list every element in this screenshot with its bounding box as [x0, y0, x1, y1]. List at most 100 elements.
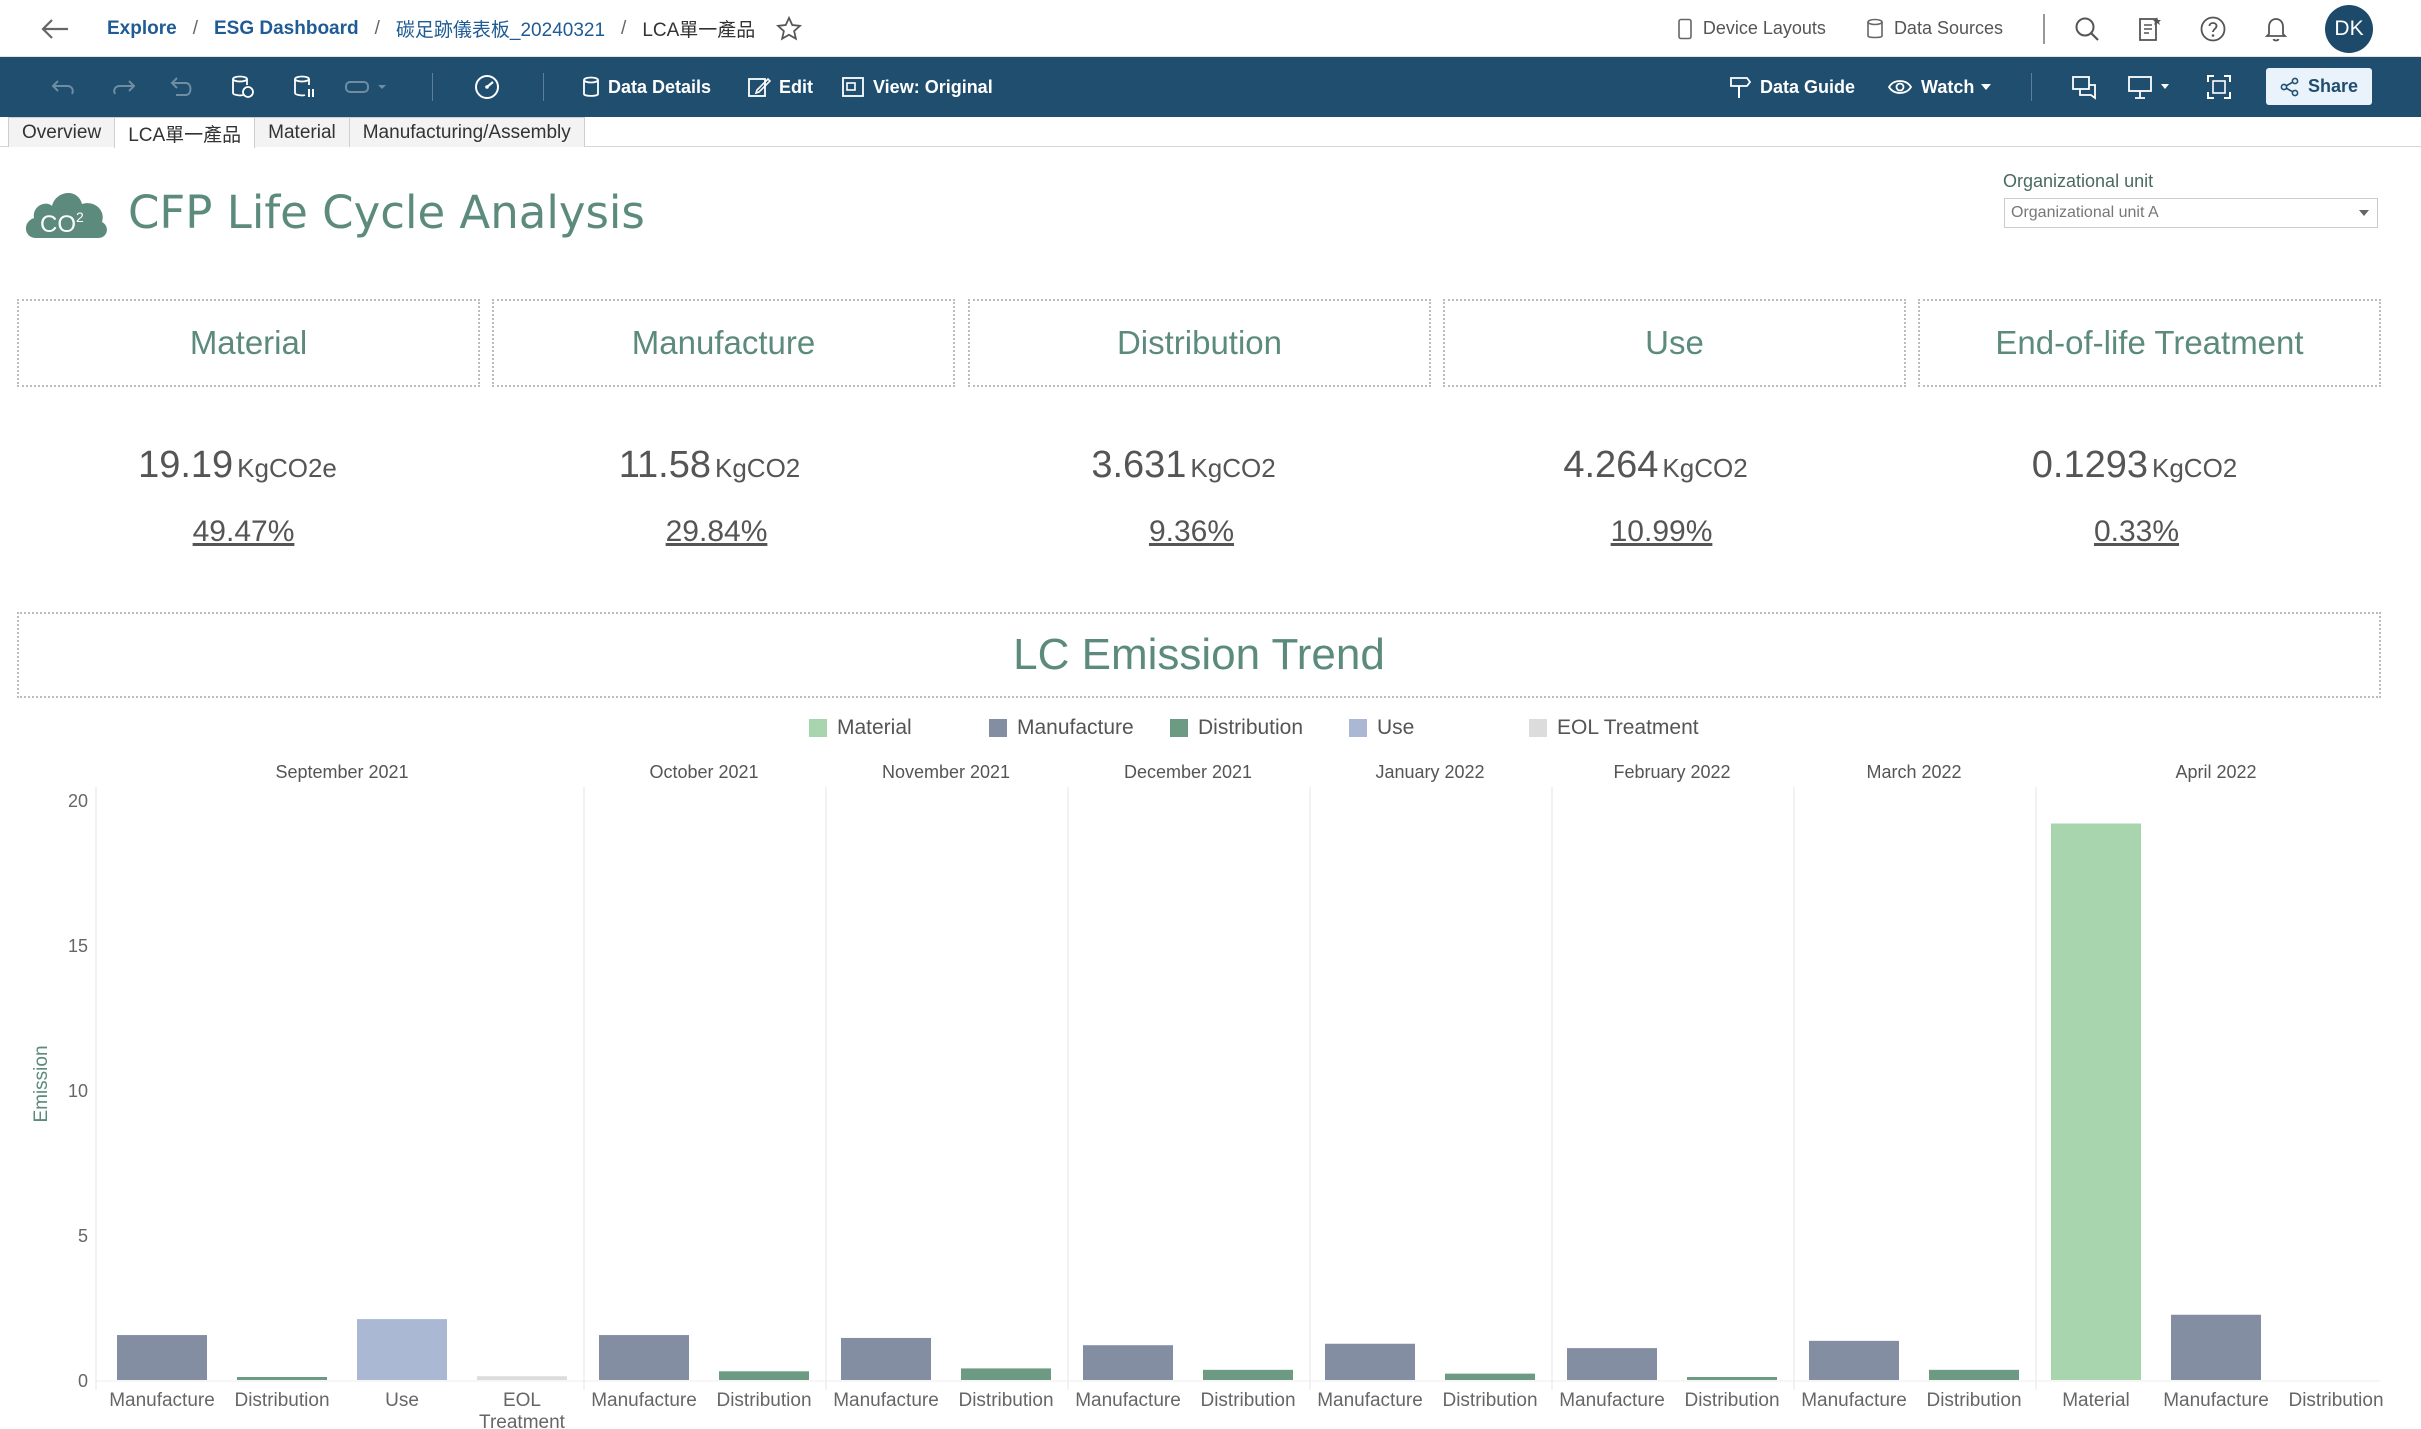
percent-manufacture[interactable]: 29.84% — [665, 515, 768, 548]
stage-header-material: Material — [17, 299, 480, 387]
database-icon — [1867, 18, 1883, 38]
comments-icon[interactable] — [2071, 57, 2107, 117]
breadcrumb-explore[interactable]: Explore — [107, 17, 177, 39]
breadcrumb-separator: / — [621, 17, 627, 39]
view-original-button[interactable]: View: Original — [841, 57, 993, 117]
percent-eol-treatment[interactable]: 0.33% — [2093, 515, 2180, 548]
bar-manufacture — [2171, 1314, 2261, 1380]
recents-list-icon[interactable] — [2137, 15, 2163, 43]
breadcrumb-workbook[interactable]: 碳足跡儀表板_20240321 — [395, 20, 606, 41]
x-tick-label: Distribution — [958, 1390, 1053, 1411]
tab-material[interactable]: Material — [254, 117, 350, 147]
kpi-unit: KgCO2 — [1662, 453, 1748, 483]
data-sources-button[interactable]: Data Sources — [1866, 18, 2003, 40]
user-avatar[interactable]: DK — [2325, 4, 2373, 53]
x-tick-label: Use — [385, 1390, 419, 1411]
data-guide-button[interactable]: Data Guide — [1728, 57, 1855, 117]
redo-icon[interactable] — [109, 57, 145, 117]
x-tick-label: Manufacture — [1075, 1390, 1181, 1411]
org-unit-filter-label: Organizational unit — [2003, 171, 2154, 191]
tab-lca-single-product[interactable]: LCA單一產品 — [114, 117, 256, 148]
fullscreen-icon[interactable] — [2205, 57, 2241, 117]
x-tick-label: Distribution — [716, 1390, 811, 1411]
present-mode-icon[interactable] — [344, 57, 396, 117]
kpi-value: 4.264 — [1563, 444, 1659, 486]
watch-dropdown[interactable]: Watch — [1887, 57, 1992, 117]
data-details-button[interactable]: Data Details — [582, 57, 711, 117]
share-label: Share — [2307, 76, 2359, 96]
percent-use[interactable]: 10.99% — [1610, 515, 1713, 548]
chevron-down-icon — [1981, 84, 1992, 90]
page-title: CFP Life Cycle Analysis — [128, 185, 645, 239]
help-icon[interactable] — [2199, 15, 2227, 43]
kpi-unit: KgCO2 — [2151, 453, 2238, 483]
tab-manufacturing-assembly[interactable]: Manufacturing/Assembly — [348, 117, 585, 147]
back-arrow-icon[interactable] — [38, 14, 72, 44]
stage-header-manufacture: Manufacture — [492, 299, 955, 387]
bar-distribution — [1445, 1373, 1535, 1380]
signpost-icon — [1730, 77, 1752, 98]
bar-distribution — [1203, 1369, 1293, 1380]
breadcrumb-esg-dashboard[interactable]: ESG Dashboard — [213, 17, 359, 39]
breadcrumb-current-sheet: LCA單一產品 — [642, 20, 756, 41]
legend-swatch — [809, 719, 827, 737]
notifications-bell-icon[interactable] — [2263, 15, 2289, 43]
month-header: February 2022 — [1613, 762, 1730, 782]
device-layouts-button[interactable]: Device Layouts — [1677, 18, 1826, 40]
kpi-manufacture: 11.58 KgCO2 — [478, 444, 941, 487]
toolbar-divider — [432, 73, 433, 101]
x-tick-label: Treatment — [479, 1412, 566, 1429]
percent-material[interactable]: 49.47% — [192, 515, 295, 548]
edit-button[interactable]: Edit — [747, 57, 813, 117]
tab-overview[interactable]: Overview — [8, 117, 116, 147]
legend-label: Manufacture — [1017, 716, 1134, 739]
month-header: January 2022 — [1375, 762, 1484, 782]
breadcrumb-separator: / — [192, 17, 198, 39]
edit-pencil-icon — [748, 77, 771, 97]
legend-manufacture[interactable]: Manufacture — [989, 713, 1134, 743]
y-tick-label: 0 — [78, 1371, 88, 1391]
percent-distribution[interactable]: 9.36% — [1148, 515, 1235, 548]
kpi-value: 3.631 — [1091, 444, 1187, 486]
stage-header-eol-treatment: End-of-life Treatment — [1918, 299, 2381, 387]
x-tick-label: Distribution — [1926, 1390, 2021, 1411]
kpi-unit: KgCO2 — [1190, 453, 1276, 483]
legend-material[interactable]: Material — [809, 713, 912, 743]
x-tick-label: Manufacture — [1801, 1390, 1907, 1411]
search-icon[interactable] — [2073, 15, 2101, 43]
bar-manufacture — [1083, 1345, 1173, 1380]
stage-header-use: Use — [1443, 299, 1906, 387]
y-tick-label: 5 — [78, 1226, 88, 1246]
legend-label: Use — [1377, 716, 1415, 739]
legend-swatch — [1170, 719, 1188, 737]
y-tick-label: 10 — [68, 1081, 88, 1101]
bar-distribution — [719, 1371, 809, 1380]
presentation-dropdown-icon[interactable] — [2127, 57, 2181, 117]
refresh-data-icon[interactable] — [229, 57, 265, 117]
favorite-star-icon[interactable] — [775, 15, 803, 43]
x-tick-label: Manufacture — [1317, 1390, 1423, 1411]
undo-icon[interactable] — [50, 57, 86, 117]
bar-distribution — [1929, 1369, 2019, 1380]
toolbar-divider — [2031, 73, 2032, 101]
legend-distribution[interactable]: Distribution — [1170, 713, 1303, 743]
toolbar-divider — [543, 73, 544, 101]
view-icon — [842, 77, 864, 97]
share-button[interactable]: Share — [2266, 68, 2372, 105]
kpi-value: 0.1293 — [2031, 444, 2148, 486]
breadcrumb-separator: / — [374, 17, 380, 39]
bar-eol-treatment — [477, 1376, 567, 1380]
revert-icon[interactable] — [168, 57, 204, 117]
bar-use — [357, 1319, 447, 1380]
legend-eol-treatment[interactable]: EOL Treatment — [1529, 713, 1699, 743]
bar-distribution — [1687, 1377, 1777, 1380]
org-unit-filter-select[interactable]: Organizational unit A — [2004, 198, 2378, 228]
x-tick-label: Manufacture — [1559, 1390, 1665, 1411]
legend-use[interactable]: Use — [1349, 713, 1414, 743]
view-toolbar: Data Details Edit View: Original Data Gu… — [0, 57, 2421, 117]
y-axis-label: Emission — [31, 1045, 52, 1122]
pause-updates-icon[interactable] — [291, 57, 327, 117]
metrics-gauge-icon[interactable] — [473, 57, 509, 117]
header-divider — [2043, 13, 2045, 44]
legend-swatch — [1349, 719, 1367, 737]
